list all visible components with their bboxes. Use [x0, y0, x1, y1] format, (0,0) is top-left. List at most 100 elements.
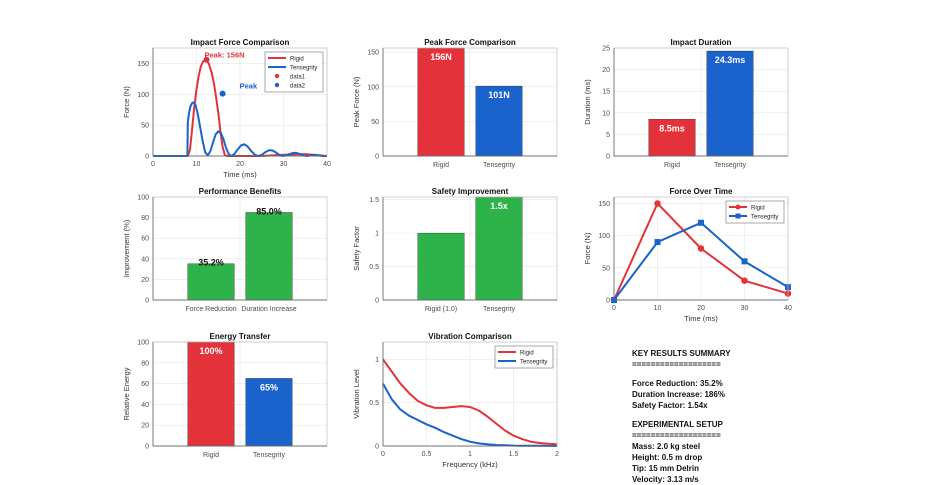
y-axis-label: Improvement (%) [122, 219, 131, 277]
chart-title: Performance Benefits [199, 187, 282, 196]
chart-performance-benefits: 35.2% Force Reduction 85.0% Duration Increa… [122, 187, 328, 313]
y-tick-label: 50 [371, 119, 379, 126]
legend-label: Tensegrity [751, 215, 778, 221]
legend: Rigid Tensegrity [494, 345, 554, 369]
chart-title: Safety Improvement [432, 187, 509, 196]
y-tick-label: 150 [598, 201, 610, 208]
x-axis-label: Time (ms) [684, 314, 718, 323]
y-tick-label: 0 [375, 298, 379, 305]
data-label: 101N [488, 90, 510, 100]
setup-tip: Tip: 15 mm Delrin [632, 464, 699, 473]
setup-height: Height: 0.5 m drop [632, 453, 703, 462]
data-label: 100% [199, 346, 222, 356]
series-line-tensegrity [153, 101, 327, 157]
y-tick-label: 0 [145, 154, 149, 161]
bar-force-reduction [187, 263, 235, 301]
summary-divider: =================== [632, 360, 721, 369]
x-tick-label: Rigid [433, 162, 449, 169]
legend-label: Tensegrity [520, 360, 547, 366]
legend-marker [274, 73, 280, 79]
y-tick-label: 0 [145, 298, 149, 305]
y-tick-label: 40 [141, 402, 149, 409]
y-tick-label: 20 [602, 67, 610, 74]
x-tick-label: Tensegrity [483, 306, 515, 313]
data-label: 1.5x [490, 201, 508, 211]
x-tick-label: 1.5 [509, 451, 519, 458]
legend: Rigid Tensegrity data1 data2 [264, 51, 324, 93]
y-axis-label: Force (N) [122, 86, 131, 118]
legend-label: Rigid [751, 206, 765, 212]
x-tick-label: 0 [612, 305, 616, 312]
legend-marker [735, 204, 741, 210]
x-tick-label: 40 [323, 161, 331, 168]
y-tick-label: 100 [137, 92, 149, 99]
data-label: 85.0% [256, 206, 282, 216]
legend-label: Rigid [520, 351, 534, 357]
marker-point [654, 200, 661, 207]
y-axis-label: Vibration Level [352, 369, 361, 419]
x-tick-label: 40 [784, 305, 792, 312]
x-tick-label: 0.5 [422, 451, 432, 458]
marker-point [654, 239, 661, 246]
x-tick-label: Tensegrity [253, 452, 285, 459]
y-tick-label: 20 [141, 277, 149, 284]
legend-label: Tensegrity [290, 66, 317, 72]
data-label: 35.2% [198, 258, 224, 268]
marker-point [697, 245, 705, 252]
y-tick-label: 50 [602, 265, 610, 272]
x-tick-label: Rigid [664, 162, 680, 169]
y-tick-label: 100 [137, 340, 149, 347]
x-tick-label: Tensegrity [483, 162, 515, 169]
y-axis-label: Force (N) [583, 232, 592, 264]
data-label: 8.5ms [659, 123, 685, 133]
y-tick-label: 20 [141, 423, 149, 430]
y-axis-label: Relative Energy [122, 367, 131, 420]
y-tick-label: 100 [367, 84, 379, 91]
chart-safety-improvement: Rigid (1.0) 1.5x Tensegrity 0 0.5 1 1.5 Safety … [352, 187, 558, 313]
chart-title: Impact Force Comparison [191, 38, 290, 47]
data-label: 65% [260, 382, 278, 392]
chart-impact-force: Peak: 156N Peak 0 10 20 30 40 0 50 100 150 Impact F… [122, 38, 331, 179]
peak-annotation: Peak [240, 82, 258, 91]
chart-impact-duration: 8.5ms Rigid 24.3ms Tensegrity 0 5 10 15 20 25 Impa… [583, 38, 789, 169]
bar-tensegrity [475, 196, 523, 301]
bar-rigid [417, 47, 465, 157]
y-tick-label: 1.5 [369, 197, 379, 204]
chart-peak-force: 156N Rigid 101N Tensegrity 0 50 100 150 Peak For… [352, 38, 558, 169]
setup-title: EXPERIMENTAL SETUP [632, 420, 723, 429]
y-tick-label: 150 [367, 50, 379, 57]
setup-divider: =================== [632, 431, 721, 440]
chart-title: Peak Force Comparison [424, 38, 516, 47]
y-tick-label: 1 [375, 231, 379, 238]
bar-duration-increase [245, 212, 293, 301]
x-tick-label: 10 [193, 161, 201, 168]
chart-title: Force Over Time [670, 187, 734, 196]
y-axis-label: Safety Factor [352, 226, 361, 271]
bar-rigid [187, 341, 235, 447]
x-tick-label: 10 [654, 305, 662, 312]
x-tick-label: 30 [280, 161, 288, 168]
chart-energy-transfer: 100% Rigid 65% Tensegrity 0 20 40 60 80 100 Energy… [122, 332, 328, 459]
summary-safety-factor: Safety Factor: 1.54x [632, 401, 708, 410]
y-tick-label: 1 [375, 357, 379, 364]
peak-point-data1 [203, 56, 210, 63]
x-tick-label: Duration Increase [241, 306, 296, 313]
x-tick-label: 20 [697, 305, 705, 312]
chart-vibration-comparison: 0 0.5 1 1.5 2 0 0.5 1 Vibration Comparison Freque… [352, 332, 559, 469]
legend-marker [274, 82, 280, 88]
legend-marker [735, 213, 741, 219]
bar-tensegrity [245, 378, 293, 447]
y-tick-label: 80 [141, 215, 149, 222]
legend-label: data1 [290, 75, 306, 81]
setup-velocity: Velocity: 3.13 m/s [632, 475, 699, 484]
x-tick-label: Rigid (1.0) [425, 306, 457, 313]
y-tick-label: 60 [141, 236, 149, 243]
x-tick-label: 0 [381, 451, 385, 458]
x-tick-label: Rigid [203, 452, 219, 459]
y-tick-label: 0.5 [369, 264, 379, 271]
chart-title: Energy Transfer [210, 332, 271, 341]
x-tick-label: Force Reduction [185, 306, 236, 313]
y-tick-label: 25 [602, 46, 610, 53]
summary-force-reduction: Force Reduction: 35.2% [632, 379, 723, 388]
